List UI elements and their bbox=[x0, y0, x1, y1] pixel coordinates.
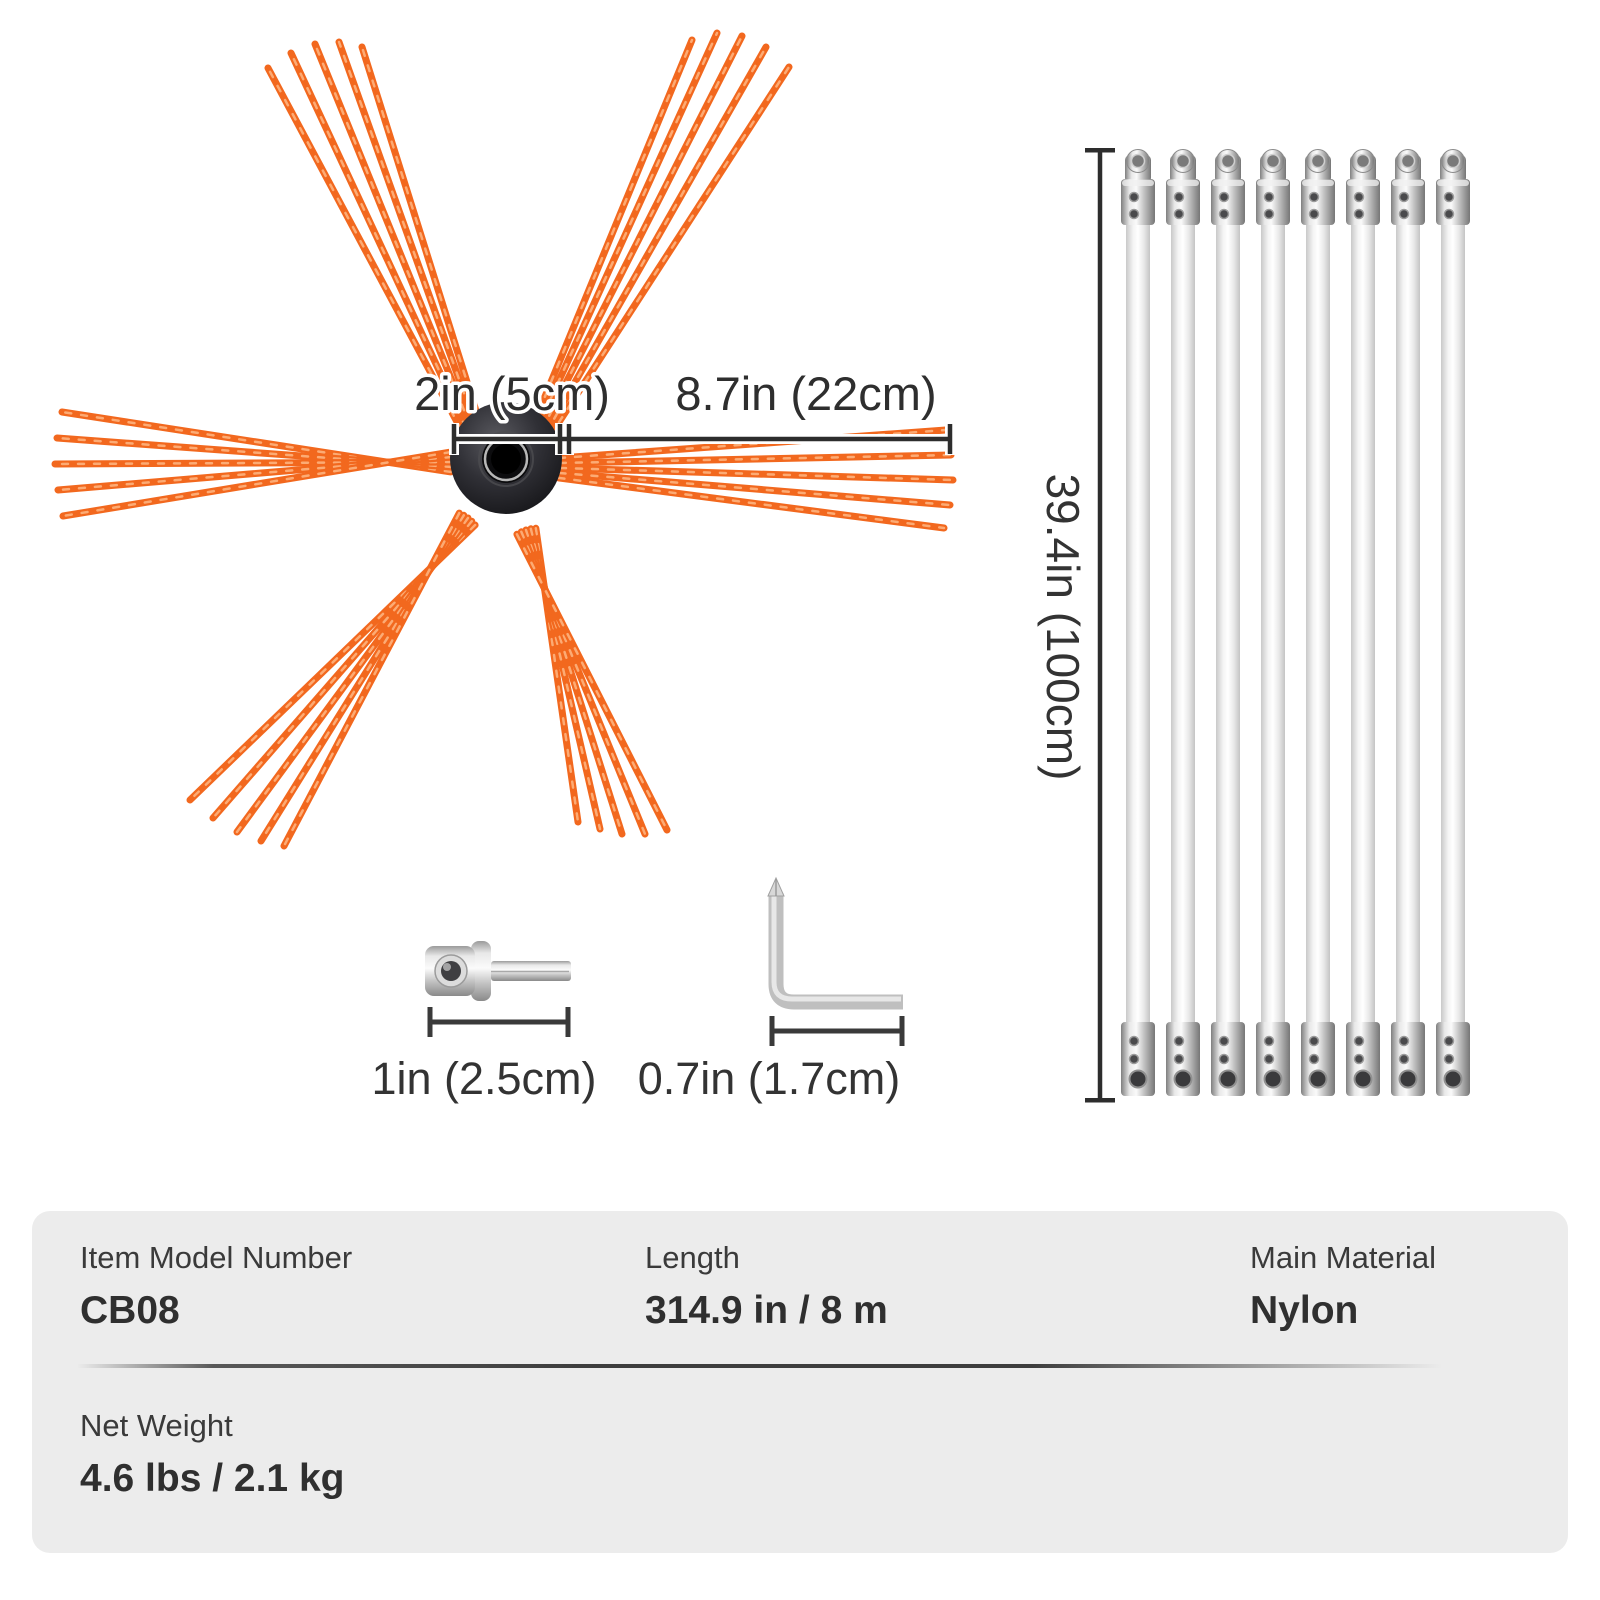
bristle-strand bbox=[540, 34, 744, 432]
bristle-tuft bbox=[51, 408, 456, 520]
brush-dimension: 2in (5cm) 8.7in (22cm) bbox=[411, 364, 955, 455]
product-diagram: 2in (5cm) 8.7in (22cm) 39.4in (100cm) 1i… bbox=[51, 29, 1471, 1104]
spec-weight: Net Weight 4.6 lbs / 2.1 kg bbox=[80, 1408, 345, 1501]
bristle-strand bbox=[558, 453, 953, 465]
wrench-dimension: 0.7in (1.7cm) bbox=[638, 1016, 905, 1104]
spec-weight-label: Net Weight bbox=[80, 1408, 233, 1443]
extension-rod bbox=[1345, 148, 1381, 1097]
adapter-length-label: 1in (2.5cm) bbox=[371, 1053, 596, 1104]
bristle-tuft bbox=[513, 524, 671, 838]
extension-rod bbox=[1300, 148, 1336, 1097]
extension-rod bbox=[1120, 148, 1156, 1097]
bristle-tuft bbox=[264, 38, 484, 434]
spec-length-value: 314.9 in / 8 m bbox=[645, 1289, 888, 1333]
bristle-strand bbox=[266, 66, 463, 432]
bristle-strand bbox=[557, 476, 946, 530]
spec-length: Length 314.9 in / 8 m bbox=[645, 1240, 888, 1333]
bristle-strand bbox=[313, 42, 472, 427]
spec-model-label: Item Model Number bbox=[80, 1240, 353, 1275]
bristle-strand bbox=[533, 29, 721, 432]
spec-length-label: Length bbox=[645, 1240, 740, 1275]
bristle-strand bbox=[515, 533, 669, 832]
bristle-strand bbox=[337, 40, 476, 425]
spec-material: Main Material Nylon bbox=[1250, 1240, 1437, 1333]
adapter-dimension: 1in (2.5cm) bbox=[371, 1007, 597, 1104]
extension-rods bbox=[1120, 148, 1471, 1097]
rod-length-label: 39.4in (100cm) bbox=[1037, 474, 1089, 781]
extension-rod bbox=[1165, 148, 1201, 1097]
bristle-strand bbox=[531, 38, 694, 428]
bristle-dimension-label: 8.7in (22cm) bbox=[675, 367, 936, 420]
extension-rod bbox=[1255, 148, 1291, 1097]
bristle-tufts bbox=[51, 29, 957, 850]
bristle-strand bbox=[61, 450, 452, 518]
brush-hub bbox=[450, 402, 562, 514]
bristle-strand bbox=[546, 63, 793, 440]
bristle-strand bbox=[545, 45, 768, 434]
hub-dimension-label: 2in (5cm) bbox=[414, 367, 610, 420]
hex-wrench bbox=[767, 876, 903, 1010]
spec-material-label: Main Material bbox=[1250, 1240, 1437, 1275]
bristle-tuft bbox=[554, 426, 957, 532]
rod-dimension: 39.4in (100cm) bbox=[1037, 148, 1115, 1103]
extension-rod bbox=[1210, 148, 1246, 1097]
spec-model-value: CB08 bbox=[80, 1289, 180, 1333]
bristle-strand bbox=[558, 466, 955, 482]
spec-model: Item Model Number CB08 bbox=[80, 1240, 353, 1333]
extension-rod bbox=[1435, 148, 1471, 1097]
bristle-strand bbox=[280, 509, 463, 850]
spec-divider bbox=[77, 1364, 1442, 1368]
spec-material-value: Nylon bbox=[1250, 1289, 1359, 1333]
spec-weight-value: 4.6 lbs / 2.1 kg bbox=[80, 1457, 345, 1501]
chimney-brush-head bbox=[51, 29, 957, 850]
bristle-strand bbox=[558, 471, 952, 507]
bristle-strand bbox=[289, 51, 467, 429]
bristle-strand bbox=[360, 45, 481, 424]
bristle-tuft bbox=[186, 509, 479, 850]
spec-panel: Item Model Number CB08 Length 314.9 in /… bbox=[32, 1211, 1568, 1553]
bristle-tuft bbox=[529, 29, 793, 440]
drill-adapter bbox=[425, 941, 571, 1001]
wrench-length-label: 0.7in (1.7cm) bbox=[638, 1053, 901, 1104]
extension-rod bbox=[1390, 148, 1426, 1097]
